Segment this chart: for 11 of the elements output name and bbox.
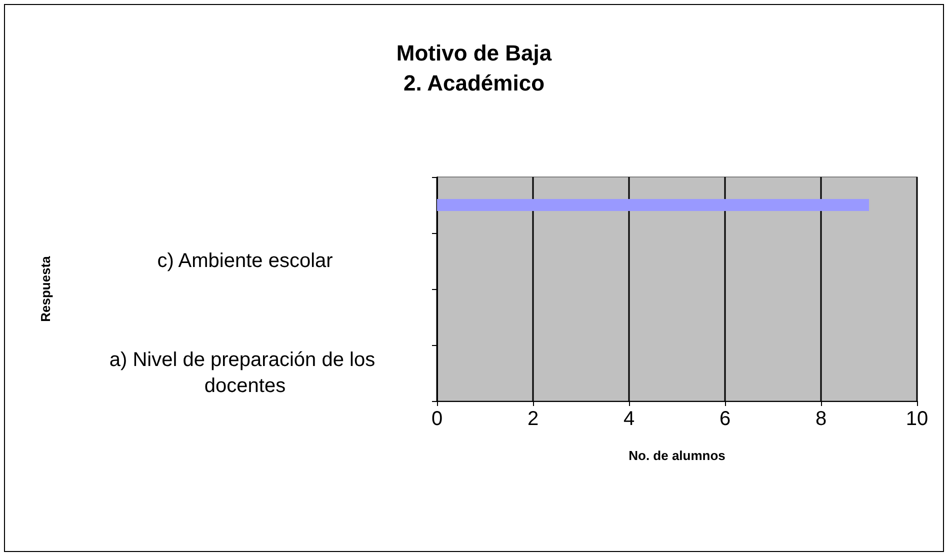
y-tick-label: a) Nivel de preparación de los docentes xyxy=(109,349,381,397)
x-tick-label: 10 xyxy=(906,408,928,430)
chart-title: Motivo de Baja 2. Académico xyxy=(396,40,552,96)
x-tick-label: 6 xyxy=(719,408,731,430)
y-tick-label: c) Ambiente escolar xyxy=(157,250,334,272)
x-tick-label: 2 xyxy=(527,408,539,430)
x-axis-title: No. de alumnos xyxy=(628,448,726,463)
x-tick-label: 0 xyxy=(431,408,443,430)
x-tick-label: 8 xyxy=(815,408,827,430)
x-tick-label: 4 xyxy=(623,408,635,430)
y-axis-title: Respuesta xyxy=(38,255,53,322)
